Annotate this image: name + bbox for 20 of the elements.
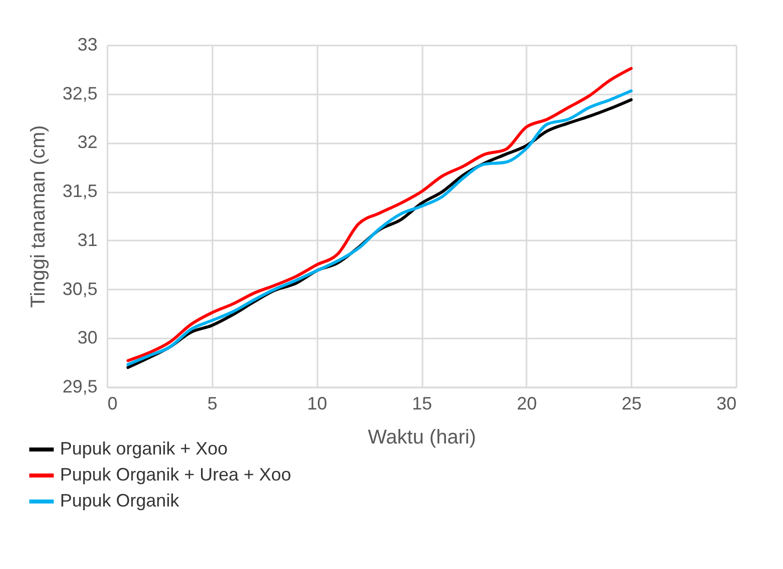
x-axis-title: Waktu (hari) [368,426,476,448]
y-tick-label: 32 [77,132,98,152]
x-tick-label: 25 [622,394,642,414]
y-tick-label: 29,5 [62,376,98,396]
x-tick-label: 30 [716,394,736,414]
y-tick-label: 30 [77,328,98,348]
legend-label: Pupuk Organik [60,490,180,510]
x-tick-label: 0 [108,394,118,414]
legend-label: Pupuk Organik + Urea + Xoo [60,464,292,484]
x-tick-label: 15 [412,394,432,414]
y-tick-label: 33 [77,34,98,54]
x-tick-label: 5 [207,394,218,414]
y-tick-label: 30,5 [62,278,98,299]
y-tick-label: 31,5 [62,181,98,202]
y-axis-title: Tinggi tanaman (cm) [27,125,50,308]
legend-label: Pupuk organik + Xoo [60,438,228,458]
y-tick-label: 31 [77,230,98,250]
y-tick-label: 32,5 [62,83,98,104]
x-tick-label: 10 [307,394,328,414]
x-tick-label: 20 [516,394,537,414]
